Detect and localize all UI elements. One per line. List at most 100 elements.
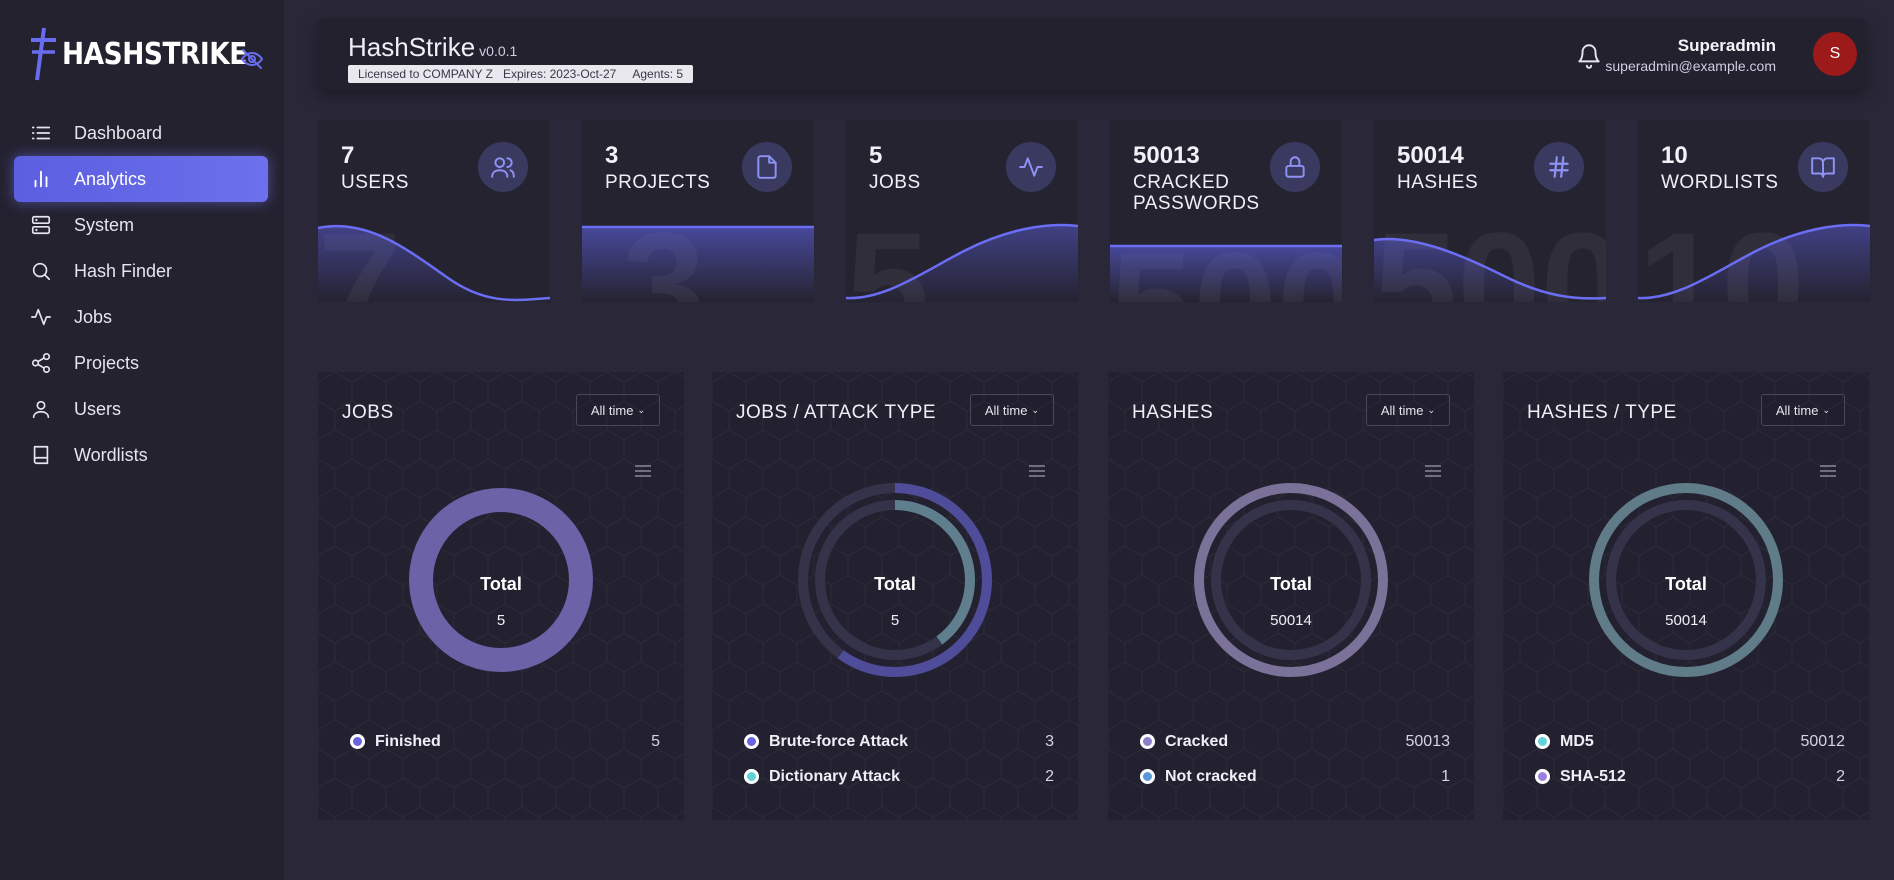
user-name: Superadmin	[1677, 36, 1776, 55]
file-icon	[757, 155, 777, 179]
radial-bar-cracked[interactable]	[1194, 483, 1388, 677]
donut-total-label: Total	[1270, 574, 1312, 594]
stat-label: WORDLISTS	[1661, 172, 1779, 193]
chart-legend: MD5 50012 SHA-512 2	[1535, 724, 1845, 794]
stat-card-cracked-passwords[interactable]: 50013 50013 CRACKED PASSWORDS	[1110, 120, 1342, 302]
legend-dot	[350, 734, 365, 749]
radial-bar-brute-force[interactable]	[798, 483, 992, 677]
chart-card-hashes-type: HASHES / TYPE All time ⌄ Total 50014 MD5 …	[1503, 372, 1869, 820]
hex-pattern	[318, 372, 684, 820]
sidebar-item-hash-finder[interactable]: Hash Finder	[14, 248, 268, 294]
radial-chart	[1589, 483, 1783, 677]
hashstrike-logo-icon	[31, 27, 56, 81]
stat-label: PROJECTS	[605, 172, 711, 193]
stat-card-hashes[interactable]: 50014 50014 HASHES	[1374, 120, 1606, 302]
time-filter-select[interactable]: All time ⌄	[1365, 394, 1450, 426]
donut-total-value: 50014	[1270, 612, 1312, 629]
sidebar-item-analytics[interactable]: Analytics	[14, 156, 268, 202]
stat-value: 50013	[1133, 142, 1200, 169]
time-filter-select[interactable]: All time ⌄	[575, 394, 660, 426]
legend-dot	[744, 769, 759, 784]
donut-total-label: Total	[874, 574, 916, 594]
menu-icon[interactable]	[1819, 464, 1837, 478]
sidebar-item-label: Projects	[74, 352, 140, 373]
legend-value: 1	[1441, 767, 1450, 785]
hash-icon	[1549, 156, 1569, 178]
donut-slice-finished[interactable]	[409, 488, 593, 672]
stat-icon-badge	[1006, 142, 1056, 192]
eye-off-icon[interactable]	[240, 47, 264, 71]
legend-item[interactable]: Brute-force Attack 3	[744, 724, 1054, 759]
menu-icon[interactable]	[1028, 464, 1046, 478]
bar-chart-icon	[34, 170, 48, 188]
radial-chart	[798, 483, 992, 677]
time-filter-select[interactable]: All time ⌄	[1760, 394, 1845, 426]
legend-dot	[1535, 769, 1550, 784]
activity-icon	[31, 308, 51, 326]
donut-total-value: 50014	[1665, 612, 1707, 629]
radial-bar-dictionary[interactable]	[815, 500, 975, 660]
sidebar-item-projects[interactable]: Projects	[14, 340, 268, 386]
sidebar-item-label: Jobs	[74, 306, 113, 327]
legend-value: 5	[651, 732, 660, 750]
hex-pattern	[1108, 372, 1474, 820]
sidebar-item-dashboard[interactable]: Dashboard	[14, 110, 268, 156]
legend-item[interactable]: MD5 50012	[1535, 724, 1845, 759]
chart-legend: Finished 5	[350, 724, 660, 759]
book-icon	[33, 445, 49, 465]
stat-icon-badge	[1798, 142, 1848, 192]
activity-icon	[1019, 157, 1043, 177]
legend-item[interactable]: SHA-512 2	[1535, 759, 1845, 794]
radial-bar-sha512[interactable]	[1606, 500, 1766, 660]
stat-label: JOBS	[869, 172, 921, 193]
stat-sparkline	[582, 225, 814, 302]
donut-total-value: 5	[496, 612, 506, 629]
sidebar-item-label: Wordlists	[74, 444, 148, 465]
book-open-icon	[1811, 157, 1835, 178]
legend-item[interactable]: Finished 5	[350, 724, 660, 759]
menu-icon[interactable]	[634, 464, 652, 478]
hex-pattern	[1503, 372, 1869, 820]
brand-logo[interactable]: HASHSTRIKE	[28, 26, 272, 82]
avatar[interactable]: S	[1813, 32, 1857, 76]
legend-dot	[1140, 769, 1155, 784]
stat-icon-badge	[742, 142, 792, 192]
legend-dot	[744, 734, 759, 749]
legend-item[interactable]: Cracked 50013	[1140, 724, 1450, 759]
donut-total-value: 5	[890, 612, 900, 629]
chevron-down-icon: ⌄	[1031, 404, 1039, 415]
legend-name: Not cracked	[1165, 767, 1257, 785]
sidebar-item-wordlists[interactable]: Wordlists	[14, 432, 268, 478]
time-filter-select[interactable]: All time ⌄	[969, 394, 1054, 426]
stat-value: 3	[605, 142, 619, 169]
bell-icon[interactable]	[1576, 42, 1602, 70]
legend-name: MD5	[1560, 732, 1594, 750]
radial-bar-md5[interactable]	[1589, 483, 1783, 677]
stat-sparkline	[1638, 223, 1870, 302]
donut-chart	[409, 488, 593, 672]
sidebar-item-system[interactable]: System	[14, 202, 268, 248]
legend-item[interactable]: Dictionary Attack 2	[744, 759, 1054, 794]
share-icon	[31, 353, 51, 373]
sidebar-item-users[interactable]: Users	[14, 386, 268, 432]
stat-label: HASHES	[1397, 172, 1479, 193]
sidebar-item-jobs[interactable]: Jobs	[14, 294, 268, 340]
list-icon	[31, 126, 51, 140]
stat-value: 50014	[1397, 142, 1464, 169]
server-icon	[31, 215, 51, 235]
user-email: superadmin@example.com	[1605, 58, 1776, 74]
stat-card-users[interactable]: 7 7 USERS	[318, 120, 550, 302]
legend-item[interactable]: Not cracked 1	[1140, 759, 1450, 794]
stat-card-projects[interactable]: 3 3 PROJECTS	[582, 120, 814, 302]
chart-title: JOBS	[342, 402, 394, 423]
menu-icon[interactable]	[1424, 464, 1442, 478]
license-badge: Licensed to COMPANY Z Expires: 2023-Oct-…	[348, 65, 694, 83]
lock-icon	[1285, 156, 1305, 178]
radial-bar-not-cracked[interactable]	[1211, 500, 1371, 660]
stat-card-jobs[interactable]: 5 5 JOBS	[846, 120, 1078, 302]
stat-card-wordlists[interactable]: 10 10 WORDLISTS	[1638, 120, 1870, 302]
time-filter-value: All time	[1775, 402, 1819, 418]
legend-value: 3	[1045, 732, 1054, 750]
chart-title: JOBS / ATTACK TYPE	[736, 402, 937, 423]
time-filter-value: All time	[590, 402, 634, 418]
